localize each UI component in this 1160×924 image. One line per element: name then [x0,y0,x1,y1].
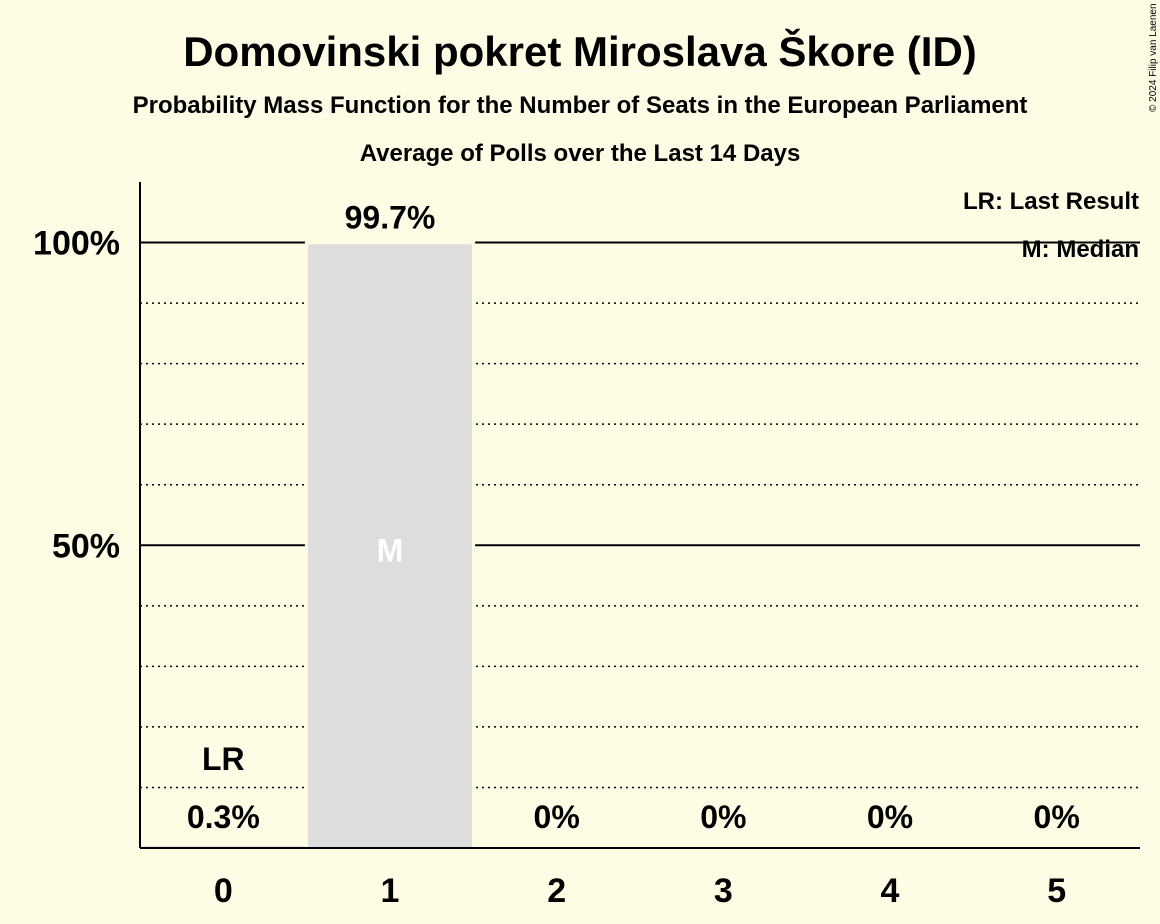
legend-last-result: LR: Last Result [963,188,1139,215]
x-tick-label: 1 [381,872,400,910]
bar-value-label: 0% [700,799,746,835]
value-label-bg [1008,798,1105,838]
bar-value-label: 0.3% [187,799,260,835]
y-tick-label: 100% [33,225,120,263]
last-result-marker: LR [202,741,245,777]
value-label-bg [842,798,938,838]
bar-value-label: 0% [534,799,580,835]
value-label-bg [175,798,272,838]
grid-lines [140,241,1140,789]
legend-median: M: Median [1022,236,1139,263]
bar-value-label: 99.7% [345,199,436,235]
chart-subtitle: Probability Mass Function for the Number… [133,92,1028,119]
bar [307,244,473,848]
chart-title: Domovinski pokret Miroslava Škore (ID) [183,27,977,75]
labels-group: 50% 100% 0 1 2 3 4 5 0.3% 99.7% 0% 0% 0% 0% LR M [33,198,1105,910]
value-label-bg [675,798,772,838]
bar-value-label: 0% [867,799,913,835]
x-tick-label: 3 [714,872,733,910]
axes [139,182,1140,849]
x-tick-label: 5 [1047,872,1066,910]
y-tick-label: 50% [52,527,120,565]
value-label-bg [342,198,438,239]
last-result-bg [189,738,258,778]
bar-gap [138,843,309,848]
x-tick-label: 0 [214,872,233,910]
chart-subtitle-period: Average of Polls over the Last 14 Days [360,140,801,167]
x-tick-label: 2 [547,872,566,910]
value-label-bg [508,798,605,838]
x-tick-label: 4 [881,872,900,910]
median-marker: M [377,532,404,568]
copyright-text: © 2024 Filip van Laenen [1148,3,1159,112]
bar-value-label: 0% [1034,799,1080,835]
